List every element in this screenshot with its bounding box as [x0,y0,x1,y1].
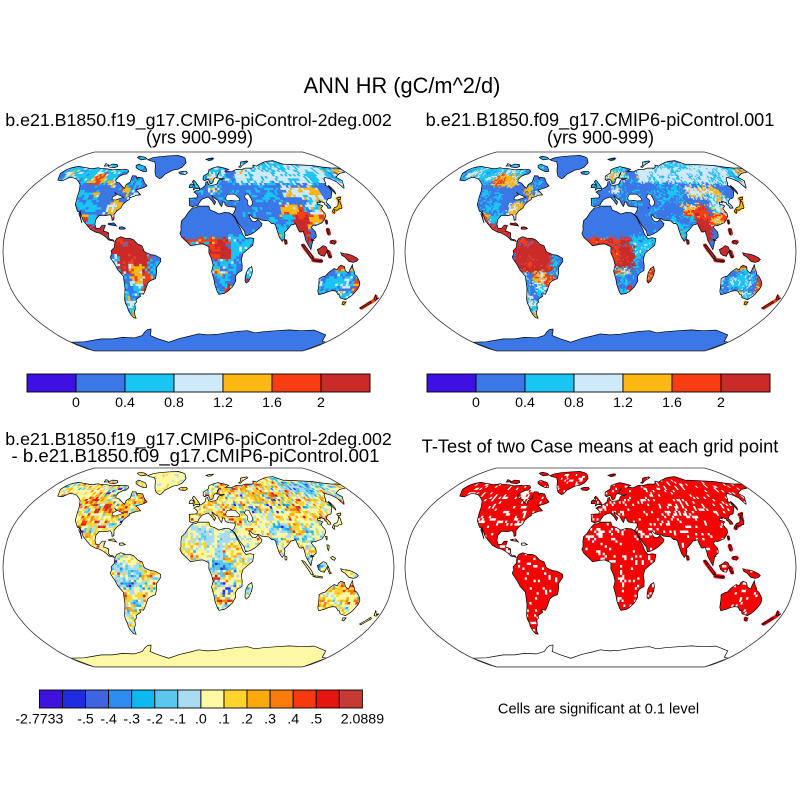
svg-text:-.4: -.4 [100,712,117,728]
svg-text:b.e21.B1850.f09_g17.CMIP6-piCo: b.e21.B1850.f09_g17.CMIP6-piControl.001 [426,110,775,131]
svg-text:2.0889: 2.0889 [341,712,385,728]
svg-text:b.e21.B1850.f19_g17.CMIP6-piCo: b.e21.B1850.f19_g17.CMIP6-piControl-2deg… [5,110,392,131]
svg-text:(yrs 900-999): (yrs 900-999) [547,128,654,148]
svg-text:1.6: 1.6 [262,395,282,411]
svg-text:0.8: 0.8 [164,395,184,411]
svg-text:0.8: 0.8 [564,395,584,411]
svg-text:T-Test of two Case means at ea: T-Test of two Case means at each grid po… [422,436,779,457]
svg-text:0: 0 [472,395,480,411]
svg-text:.0: .0 [195,712,207,728]
svg-text:.4: .4 [287,712,299,728]
svg-text:1.6: 1.6 [662,395,682,411]
svg-text:-.5: -.5 [77,712,94,728]
svg-text:b.e21.B1850.f19_g17.CMIP6-piCo: b.e21.B1850.f19_g17.CMIP6-piControl-2deg… [5,429,392,450]
svg-text:2: 2 [317,395,325,411]
svg-text:0.4: 0.4 [115,395,135,411]
svg-text:.5: .5 [310,712,322,728]
svg-text:-.2: -.2 [147,712,164,728]
svg-text:Cells are significant at 0.1 l: Cells are significant at 0.1 level [498,702,699,718]
svg-text:1.2: 1.2 [613,395,633,411]
svg-text:-2.7733: -2.7733 [15,712,63,728]
svg-text:2: 2 [717,395,725,411]
svg-text:(yrs 900-999): (yrs 900-999) [146,128,253,148]
svg-text:ANN HR (gC/m^2/d): ANN HR (gC/m^2/d) [304,73,501,98]
svg-text:-.3: -.3 [123,712,140,728]
svg-text:- b.e21.B1850.f09_g17.CMIP6-pi: - b.e21.B1850.f09_g17.CMIP6-piControl.00… [12,445,380,467]
svg-text:0.4: 0.4 [515,395,535,411]
svg-text:-.1: -.1 [170,712,187,728]
svg-text:.3: .3 [264,712,276,728]
svg-text:0: 0 [72,395,80,411]
svg-text:.1: .1 [218,712,230,728]
svg-text:1.2: 1.2 [213,395,233,411]
svg-text:.2: .2 [241,712,253,728]
